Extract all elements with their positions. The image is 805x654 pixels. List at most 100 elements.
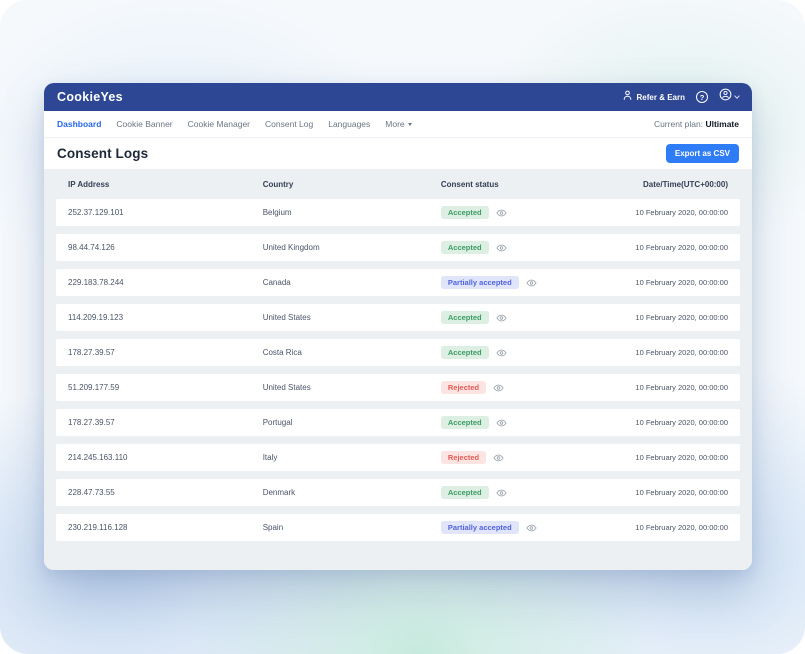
eye-icon[interactable] <box>496 349 507 357</box>
table-row: 229.183.78.244 Canada Partially accepted… <box>56 269 740 296</box>
refer-and-earn-label: Refer & Earn <box>636 92 685 102</box>
navbar-actions: Refer & Earn <box>622 88 740 106</box>
header-country: Country <box>262 179 294 189</box>
datetime-cell: 10 February 2020, 00:00:00 <box>635 313 728 322</box>
datetime-cell: 10 February 2020, 00:00:00 <box>635 243 728 252</box>
tab-consent-log[interactable]: Consent Log <box>265 119 314 129</box>
status-badge: Partially accepted <box>440 275 519 290</box>
country-cell: Portugal <box>262 418 293 427</box>
header-consent-status: Consent status <box>440 179 499 189</box>
consent-log-table: IP Address Country Consent status Date/T… <box>44 169 752 570</box>
table-row: 178.27.39.57 Portugal Accepted 10 Februa… <box>56 409 740 436</box>
eye-icon[interactable] <box>496 489 507 497</box>
status-cell: Accepted <box>440 310 580 325</box>
datetime-cell: 10 February 2020, 00:00:00 <box>635 418 728 427</box>
table-row: 228.47.73.55 Denmark Accepted 10 Februar… <box>56 479 740 506</box>
table-row: 178.27.39.57 Costa Rica Accepted 10 Febr… <box>56 339 740 366</box>
status-badge: Accepted <box>440 345 489 360</box>
status-badge: Accepted <box>440 240 489 255</box>
eye-icon[interactable] <box>496 419 507 427</box>
tab-cookie-banner[interactable]: Cookie Banner <box>116 119 173 129</box>
eye-icon[interactable] <box>526 524 537 532</box>
ip-cell: 228.47.73.55 <box>68 488 115 497</box>
status-cell: Accepted <box>440 240 580 255</box>
ip-cell: 230.219.116.128 <box>68 523 128 532</box>
main-nav-tabs: Dashboard Cookie Banner Cookie Manager C… <box>44 111 752 138</box>
status-cell: Accepted <box>440 415 580 430</box>
app-window: CookieYes Refer & Earn <box>44 83 752 570</box>
status-badge: Accepted <box>440 485 489 500</box>
status-cell: Rejected <box>440 380 580 395</box>
ip-cell: 214.245.163.110 <box>68 453 128 462</box>
country-cell: Belgium <box>262 208 292 217</box>
export-csv-button[interactable]: Export as CSV <box>665 144 739 163</box>
top-navbar: CookieYes Refer & Earn <box>44 83 752 111</box>
datetime-cell: 10 February 2020, 00:00:00 <box>635 523 728 532</box>
status-cell: Rejected <box>440 450 580 465</box>
country-cell: Canada <box>262 278 291 287</box>
country-cell: Spain <box>262 523 284 532</box>
header-datetime: Date/Time(UTC+00:00) <box>643 179 728 189</box>
status-badge: Accepted <box>440 310 489 325</box>
table-row: 114.209.19.123 United States Accepted 10… <box>56 304 740 331</box>
page-title: Consent Logs <box>57 146 149 161</box>
cookieyes-logo: CookieYes <box>57 90 123 104</box>
table-header-row: IP Address Country Consent status Date/T… <box>56 169 740 199</box>
caret-down-icon <box>407 122 412 126</box>
datetime-cell: 10 February 2020, 00:00:00 <box>635 278 728 287</box>
country-cell: United States <box>262 383 311 392</box>
chevron-down-icon <box>734 93 740 99</box>
country-cell: Italy <box>262 453 278 462</box>
ip-cell: 229.183.78.244 <box>68 278 124 287</box>
table-row: 230.219.116.128 Spain Partially accepted… <box>56 514 740 541</box>
datetime-cell: 10 February 2020, 00:00:00 <box>635 453 728 462</box>
header-ip-address: IP Address <box>68 179 110 189</box>
datetime-cell: 10 February 2020, 00:00:00 <box>635 488 728 497</box>
table-row: 252.37.129.101 Belgium Accepted 10 Febru… <box>56 199 740 226</box>
help-icon <box>696 91 708 103</box>
status-cell: Accepted <box>440 205 580 220</box>
tab-dashboard[interactable]: Dashboard <box>57 119 102 129</box>
ip-cell: 178.27.39.57 <box>68 348 115 357</box>
datetime-cell: 10 February 2020, 00:00:00 <box>635 348 728 357</box>
tab-cookie-manager[interactable]: Cookie Manager <box>187 119 251 129</box>
eye-icon[interactable] <box>526 279 537 287</box>
refer-and-earn-button[interactable]: Refer & Earn <box>622 88 685 106</box>
help-button[interactable] <box>696 91 708 103</box>
current-plan: Current plan: Ultimate <box>654 119 739 129</box>
account-menu-button[interactable] <box>719 88 740 106</box>
status-cell: Accepted <box>440 485 580 500</box>
ip-cell: 114.209.19.123 <box>68 313 124 322</box>
ip-cell: 98.44.74.126 <box>68 243 115 252</box>
ip-cell: 178.27.39.57 <box>68 418 115 427</box>
country-cell: United States <box>262 313 311 322</box>
country-cell: United Kingdom <box>262 243 320 252</box>
status-cell: Partially accepted <box>440 520 580 535</box>
status-cell: Accepted <box>440 345 580 360</box>
table-row: 51.209.177.59 United States Rejected 10 … <box>56 374 740 401</box>
page-header: Consent Logs Export as CSV <box>44 138 752 169</box>
person-icon <box>622 88 633 106</box>
ip-cell: 51.209.177.59 <box>68 383 120 392</box>
tab-more-label: More <box>385 119 405 129</box>
table-row: 214.245.163.110 Italy Rejected 10 Februa… <box>56 444 740 471</box>
user-icon <box>719 88 732 106</box>
status-badge: Partially accepted <box>440 520 519 535</box>
status-badge: Accepted <box>440 205 489 220</box>
status-cell: Partially accepted <box>440 275 580 290</box>
eye-icon[interactable] <box>493 454 504 462</box>
country-cell: Denmark <box>262 488 296 497</box>
current-plan-value: Ultimate <box>705 119 739 129</box>
datetime-cell: 10 February 2020, 00:00:00 <box>635 383 728 392</box>
eye-icon[interactable] <box>496 209 507 217</box>
datetime-cell: 10 February 2020, 00:00:00 <box>635 208 728 217</box>
country-cell: Costa Rica <box>262 348 302 357</box>
tab-languages[interactable]: Languages <box>328 119 371 129</box>
status-badge: Accepted <box>440 415 489 430</box>
tab-more[interactable]: More <box>385 119 412 129</box>
status-badge: Rejected <box>440 380 487 395</box>
eye-icon[interactable] <box>496 244 507 252</box>
eye-icon[interactable] <box>496 314 507 322</box>
eye-icon[interactable] <box>493 384 504 392</box>
status-badge: Rejected <box>440 450 487 465</box>
